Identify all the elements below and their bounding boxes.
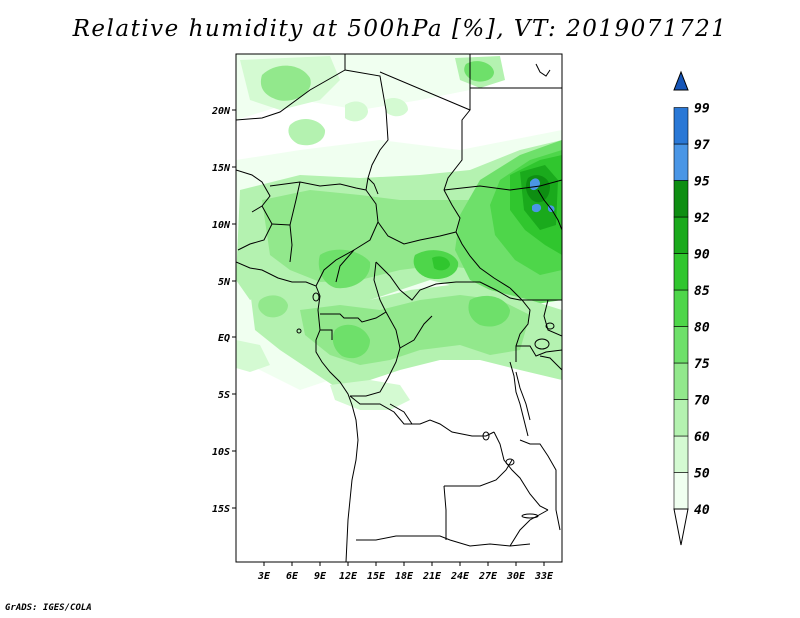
latitude-axis: 20N 15N 10N 5N EQ 5S 10S 15S (211, 106, 236, 515)
map-title: Relative humidity at 500hPa [%], VT: 201… (72, 16, 728, 42)
colorbar-swatch-70 (673, 362, 689, 400)
lat-label-5s: 5S (218, 390, 230, 401)
country-boundaries (236, 54, 562, 562)
lat-label-5n: 5N (218, 277, 231, 288)
lat-label-20n: 20N (211, 106, 231, 117)
lon-label-24e: 24E (450, 571, 470, 582)
lon-label-12e: 12E (339, 571, 358, 582)
lon-label-33e: 33E (534, 571, 554, 582)
grads-credit: GrADS: IGES/COLA (5, 603, 92, 613)
colorbar-label-85: 85 (694, 284, 710, 299)
colorbar-swatch-80 (673, 289, 689, 327)
colorbar-label-80: 80 (694, 321, 710, 336)
lat-label-15s: 15S (212, 504, 230, 515)
colorbar-label-40: 40 (694, 503, 710, 518)
lon-label-15e: 15E (367, 571, 386, 582)
lat-label-10n: 10N (212, 220, 231, 231)
colorbar-swatch-50 (673, 435, 689, 473)
lon-label-3e: 3E (257, 571, 271, 582)
colorbar-swatch-90 (673, 216, 689, 254)
colorbar-label-75: 75 (694, 357, 710, 372)
colorbar-top-arrow (673, 70, 689, 91)
colorbar-swatch-85 (673, 253, 689, 291)
colorbar-label-60: 60 (694, 430, 710, 445)
colorbar-label-99: 99 (694, 102, 710, 117)
longitude-axis: 3E 6E 9E 12E 15E 18E 21E 24E 27E 30E 33E (257, 562, 554, 582)
lon-label-21e: 21E (422, 571, 442, 582)
humidity-field (236, 54, 562, 410)
lat-label-10s: 10S (212, 447, 230, 458)
colorbar-label-95: 95 (694, 175, 710, 190)
colorbar-swatch-97 (673, 107, 689, 145)
lat-label-eq: EQ (218, 333, 230, 344)
colorbar-label-50: 50 (694, 467, 710, 482)
colorbar-swatch-60 (673, 399, 689, 437)
map-panel: 20N 15N 10N 5N EQ 5S 10S 15S 3E 6E 9E 12… (211, 53, 563, 582)
lat-label-15n: 15N (212, 163, 231, 174)
lon-label-18e: 18E (395, 571, 414, 582)
colorbar-label-97: 97 (694, 138, 710, 153)
lon-label-30e: 30E (506, 571, 526, 582)
colorbar-swatch-92 (673, 180, 689, 218)
colorbar: 40 50 60 70 75 80 85 90 92 95 97 99 (673, 70, 710, 546)
colorbar-swatch-95 (673, 143, 689, 181)
colorbar-bottom-arrow (673, 508, 689, 546)
colorbar-label-70: 70 (694, 394, 710, 409)
colorbar-label-92: 92 (694, 211, 710, 226)
colorbar-swatch-75 (673, 326, 689, 364)
lon-label-6e: 6E (286, 571, 299, 582)
map-frame (235, 53, 563, 563)
lon-label-9e: 9E (314, 571, 327, 582)
colorbar-swatch-40 (673, 472, 689, 510)
lon-label-27e: 27E (478, 571, 498, 582)
colorbar-label-90: 90 (694, 248, 710, 263)
lakes (296, 292, 555, 519)
